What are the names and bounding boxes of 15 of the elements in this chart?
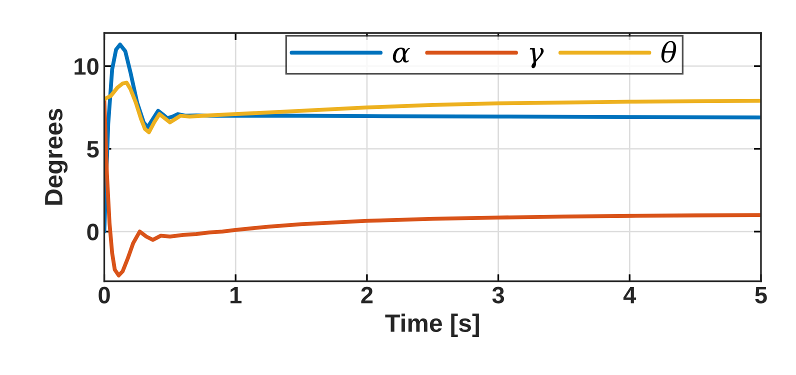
y-tick-label: 10 bbox=[74, 58, 98, 75]
x-tick-label: 2 bbox=[361, 286, 373, 304]
y-axis-title: Degrees bbox=[45, 108, 68, 205]
y-tick-label: 5 bbox=[87, 141, 99, 158]
legend-label: γ bbox=[530, 48, 544, 68]
x-tick-label: 4 bbox=[623, 286, 636, 304]
x-tick-label: 5 bbox=[755, 286, 767, 304]
x-tick-label: 3 bbox=[492, 286, 504, 304]
y-tick-label: 0 bbox=[87, 224, 98, 240]
legend-label: α bbox=[392, 48, 410, 63]
x-tick-label: 0 bbox=[98, 286, 110, 304]
line-series bbox=[104, 80, 761, 134]
x-axis-title: Time [s] bbox=[385, 314, 479, 337]
legend-label: θ bbox=[661, 41, 676, 63]
x-tick-label: 1 bbox=[230, 286, 242, 304]
